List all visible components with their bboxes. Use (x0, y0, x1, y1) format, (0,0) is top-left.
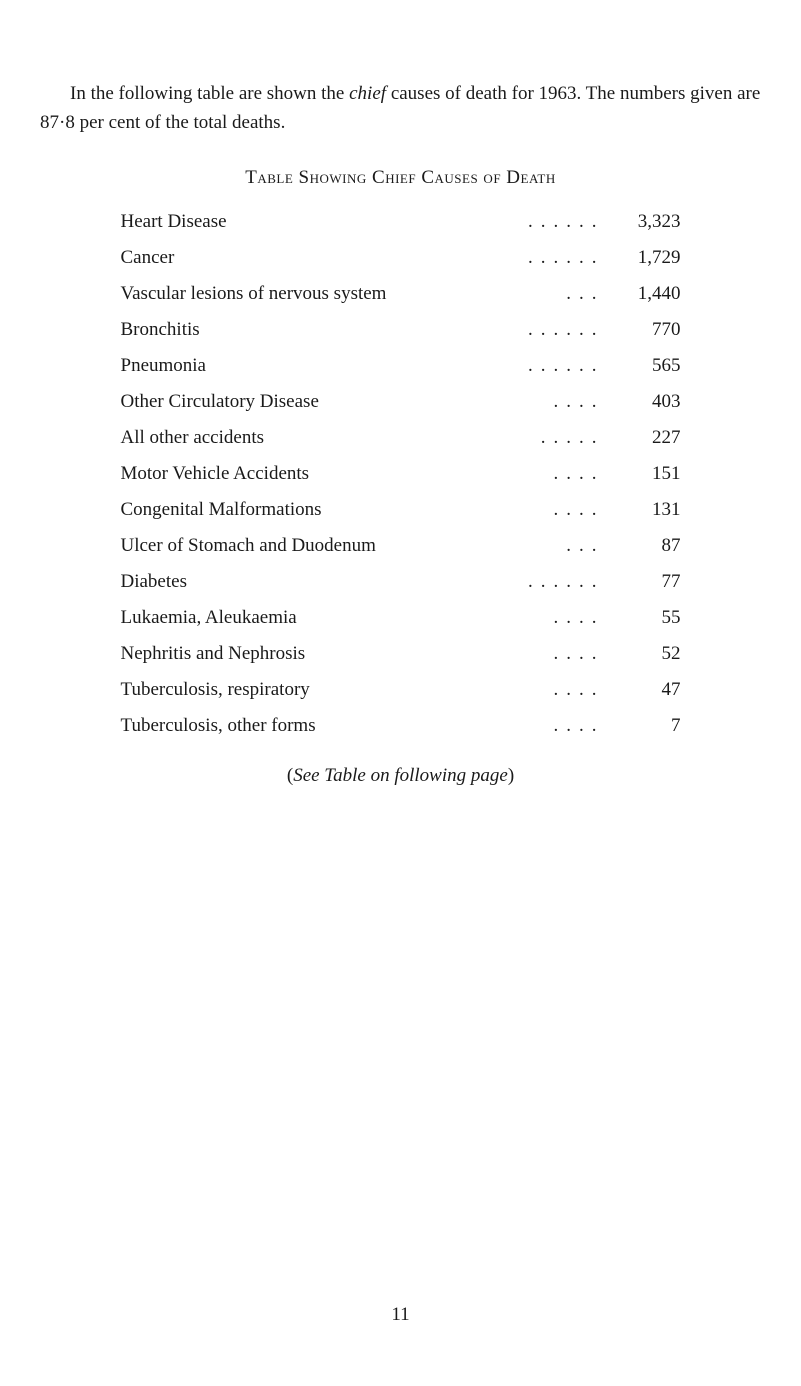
row-value: 77 (611, 571, 681, 593)
leader-dots: .... (325, 391, 605, 413)
intro-prefix: In the following table are shown the (70, 83, 349, 104)
row-label: Diabetes (121, 571, 187, 593)
row-value: 55 (611, 607, 681, 629)
intro-italic: chief (349, 83, 386, 104)
row-label: Tuberculosis, other forms (121, 715, 316, 737)
footnote-close: ) (508, 765, 514, 786)
table-row: Diabetes ...... 77 (121, 571, 681, 593)
row-label: All other accidents (121, 427, 265, 449)
leader-dots: ...... (180, 247, 604, 269)
leader-dots: .... (328, 499, 605, 521)
leader-dots: .... (303, 607, 605, 629)
row-label: Cancer (121, 247, 175, 269)
table-title: Table Showing Chief Causes of Death (40, 167, 761, 189)
row-value: 565 (611, 355, 681, 377)
table-row: Ulcer of Stomach and Duodenum ... 87 (121, 535, 681, 557)
table-row: Vascular lesions of nervous system ... 1… (121, 283, 681, 305)
leader-dots: .... (311, 643, 604, 665)
row-value: 3,323 (611, 211, 681, 233)
row-value: 151 (611, 463, 681, 485)
table-row: Motor Vehicle Accidents .... 151 (121, 463, 681, 485)
row-label: Congenital Malformations (121, 499, 322, 521)
intro-paragraph: In the following table are shown the chi… (40, 80, 761, 137)
table-row: Bronchitis ...... 770 (121, 319, 681, 341)
leader-dots: ...... (212, 355, 605, 377)
leader-dots: ... (382, 535, 605, 557)
page-number: 11 (0, 1304, 801, 1326)
row-label: Other Circulatory Disease (121, 391, 319, 413)
table-row: Nephritis and Nephrosis .... 52 (121, 643, 681, 665)
row-value: 52 (611, 643, 681, 665)
table-row: Tuberculosis, other forms .... 7 (121, 715, 681, 737)
table-row: Cancer ...... 1,729 (121, 247, 681, 269)
table-row: Lukaemia, Aleukaemia .... 55 (121, 607, 681, 629)
row-label: Lukaemia, Aleukaemia (121, 607, 297, 629)
row-label: Tuberculosis, respiratory (121, 679, 310, 701)
table-row: Pneumonia ...... 565 (121, 355, 681, 377)
table-row: Congenital Malformations .... 131 (121, 499, 681, 521)
leader-dots: ..... (270, 427, 604, 449)
row-value: 227 (611, 427, 681, 449)
footnote-italic: See Table on following page (293, 765, 508, 786)
row-value: 770 (611, 319, 681, 341)
row-label: Motor Vehicle Accidents (121, 463, 310, 485)
row-value: 403 (611, 391, 681, 413)
row-value: 1,729 (611, 247, 681, 269)
row-value: 1,440 (611, 283, 681, 305)
leader-dots: ...... (233, 211, 605, 233)
row-value: 87 (611, 535, 681, 557)
leader-dots: ... (392, 283, 604, 305)
leader-dots: .... (316, 679, 605, 701)
table-row: All other accidents ..... 227 (121, 427, 681, 449)
row-label: Pneumonia (121, 355, 207, 377)
leader-dots: .... (322, 715, 605, 737)
leader-dots: ...... (206, 319, 605, 341)
row-label: Heart Disease (121, 211, 227, 233)
row-label: Ulcer of Stomach and Duodenum (121, 535, 376, 557)
row-label: Vascular lesions of nervous system (121, 283, 387, 305)
row-value: 7 (611, 715, 681, 737)
row-value: 131 (611, 499, 681, 521)
table-row: Tuberculosis, respiratory .... 47 (121, 679, 681, 701)
causes-table: Heart Disease ...... 3,323 Cancer ......… (121, 211, 681, 737)
row-value: 47 (611, 679, 681, 701)
table-row: Other Circulatory Disease .... 403 (121, 391, 681, 413)
table-row: Heart Disease ...... 3,323 (121, 211, 681, 233)
leader-dots: .... (315, 463, 604, 485)
row-label: Nephritis and Nephrosis (121, 643, 306, 665)
footnote: (See Table on following page) (40, 765, 761, 787)
row-label: Bronchitis (121, 319, 200, 341)
leader-dots: ...... (193, 571, 605, 593)
